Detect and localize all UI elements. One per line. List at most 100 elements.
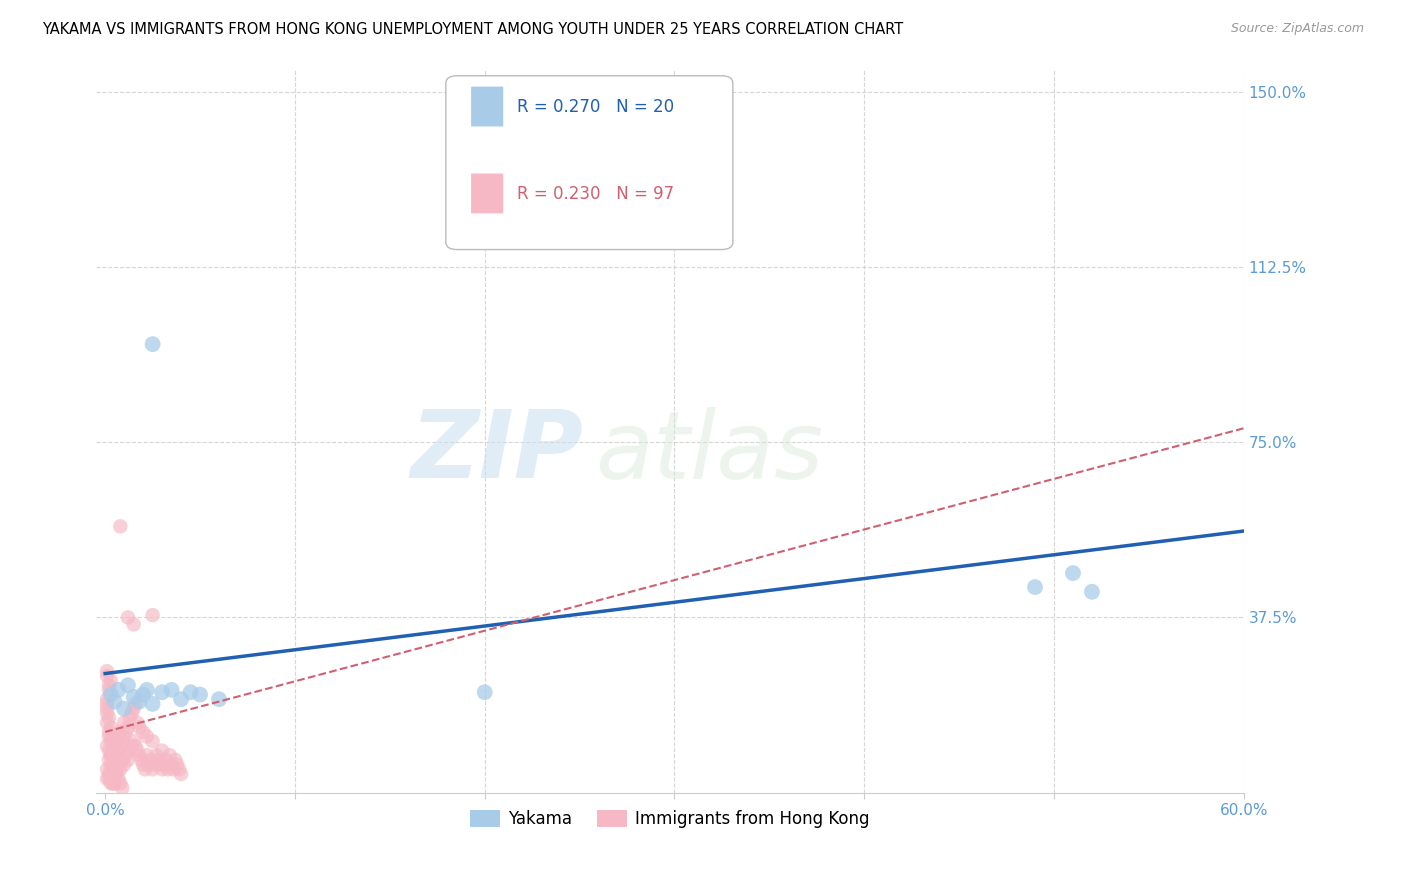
FancyBboxPatch shape [471,174,503,213]
Legend: Yakama, Immigrants from Hong Kong: Yakama, Immigrants from Hong Kong [463,804,876,835]
Point [150,743,173,757]
Point [122,701,145,715]
Text: R = 0.270   N = 20: R = 0.270 N = 20 [517,98,673,116]
Point [167,762,190,776]
FancyBboxPatch shape [446,76,733,250]
Point [170,692,193,706]
Point [132,725,155,739]
Point [132,688,155,702]
Point [128,720,150,734]
Point [112,730,135,744]
Text: R = 0.230   N = 97: R = 0.230 N = 97 [517,185,673,202]
Point [96,692,118,706]
Point [97,682,120,697]
Point [96,715,118,730]
Point [121,739,143,753]
Point [105,767,128,781]
Point [104,767,127,781]
Point [115,748,138,763]
Point [1081,584,1104,599]
Point [170,767,193,781]
Point [100,776,122,790]
Point [112,757,135,772]
Point [105,734,128,748]
Point [128,748,150,763]
Point [96,669,118,683]
Point [104,776,127,790]
Point [145,748,167,763]
Point [142,762,165,776]
Point [101,772,124,786]
Point [110,725,132,739]
Point [180,685,202,699]
Point [188,688,211,702]
Point [121,706,143,721]
Point [153,757,176,772]
Point [107,772,129,786]
Point [117,753,139,767]
Point [1062,566,1084,580]
Point [142,734,165,748]
Point [105,762,128,776]
Point [111,753,134,767]
Point [139,753,162,767]
Point [142,608,165,623]
Point [110,776,132,790]
Point [159,748,181,763]
Point [111,780,134,795]
Point [100,757,122,772]
Point [124,739,146,753]
Point [118,711,141,725]
Point [122,690,145,704]
Point [138,757,160,772]
Point [150,685,173,699]
Point [97,767,120,781]
Point [117,678,139,692]
Text: ZIP: ZIP [411,407,583,499]
Point [122,617,145,632]
Point [104,776,127,790]
Point [107,757,129,772]
Point [97,753,120,767]
Point [124,697,146,711]
Point [122,734,145,748]
Point [135,682,157,697]
Point [110,762,132,776]
Point [142,697,165,711]
Point [135,730,157,744]
Point [132,757,155,772]
Point [107,682,129,697]
Point [117,720,139,734]
Point [107,743,129,757]
Point [100,720,122,734]
Point [100,734,122,748]
Point [100,748,122,763]
Point [105,748,128,763]
Point [97,711,120,725]
Point [149,757,172,772]
Point [127,743,149,757]
Text: atlas: atlas [595,407,824,498]
Point [111,734,134,748]
Point [129,753,152,767]
Point [160,757,183,772]
Point [127,715,149,730]
Point [100,748,122,763]
FancyBboxPatch shape [471,87,503,127]
Point [96,762,118,776]
Point [474,685,496,699]
Point [112,701,135,715]
Point [96,739,118,753]
Text: Source: ZipAtlas.com: Source: ZipAtlas.com [1230,22,1364,36]
Text: YAKAMA VS IMMIGRANTS FROM HONG KONG UNEMPLOYMENT AMONG YOUTH UNDER 25 YEARS CORR: YAKAMA VS IMMIGRANTS FROM HONG KONG UNEM… [42,22,904,37]
Point [1024,580,1046,594]
Point [97,678,120,692]
Point [100,673,122,688]
Point [110,519,132,533]
Point [142,337,165,351]
Point [97,725,120,739]
Point [155,753,177,767]
Point [97,772,120,786]
Point [134,762,156,776]
Point [97,730,120,744]
